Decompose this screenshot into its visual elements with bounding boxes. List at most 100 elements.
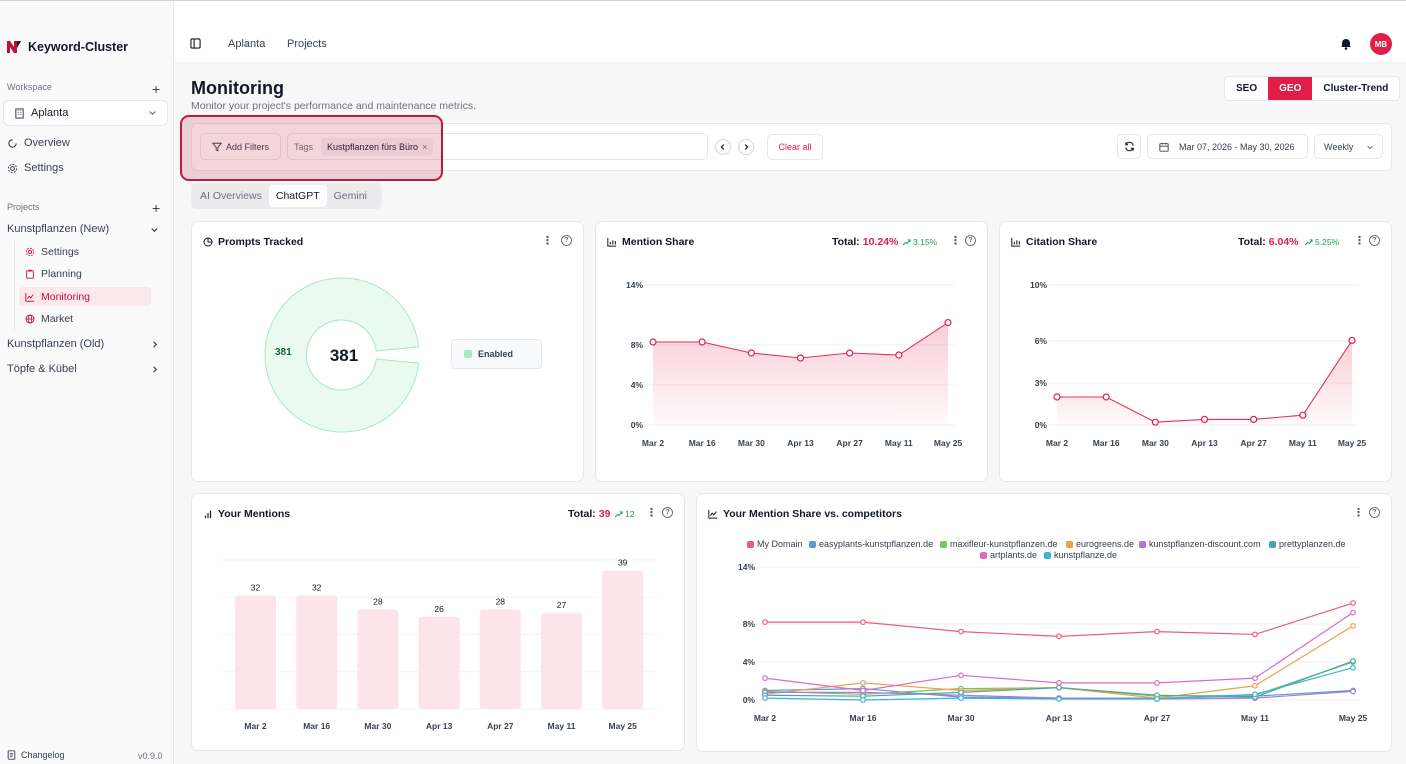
- changelog-link[interactable]: Changelog: [7, 750, 65, 760]
- top-header: Aplanta › Projects MB: [175, 27, 1406, 63]
- more-options-icon[interactable]: ⋮: [542, 235, 553, 247]
- subnav-settings[interactable]: Settings: [19, 242, 151, 261]
- legend-my-domain[interactable]: My Domain: [747, 539, 803, 549]
- mode-cluster-trend-button[interactable]: Cluster-Trend: [1323, 83, 1389, 94]
- help-icon[interactable]: ?: [1369, 507, 1380, 518]
- bar-value-label: 39: [618, 558, 628, 568]
- sidebar-toggle-icon[interactable]: [190, 38, 201, 49]
- bell-icon[interactable]: [1340, 37, 1352, 50]
- legend-prettyplanzen[interactable]: prettyplanzen.de: [1269, 539, 1346, 549]
- legend-easyplants[interactable]: easyplants-kunstpflanzen.de: [809, 539, 933, 549]
- data-point: [1056, 633, 1062, 640]
- your-mentions-total: Total: 39: [568, 508, 610, 520]
- legend-swatch: [1269, 540, 1276, 548]
- avatar[interactable]: MB: [1370, 33, 1392, 55]
- tab-chatgpt[interactable]: ChatGPT: [268, 185, 327, 207]
- x-tick-label: Apr 27: [487, 721, 514, 731]
- data-point: [1350, 622, 1356, 629]
- interval-value: Weekly: [1324, 141, 1354, 152]
- signal-bars-icon: [204, 510, 212, 519]
- project-kunstpflanzen-new[interactable]: Kunstpflanzen (New): [7, 223, 165, 235]
- data-point: [1154, 679, 1160, 686]
- legend-eurogreens[interactable]: eurogreens.de: [1066, 539, 1134, 549]
- project-kunstpflanzen-old[interactable]: Kunstpflanzen (Old): [7, 338, 165, 350]
- y-tick-label: 14%: [738, 562, 755, 572]
- scroll-right-button[interactable]: [738, 139, 754, 155]
- legend-enabled[interactable]: Enabled: [451, 339, 542, 369]
- brand[interactable]: Keyword-Cluster: [6, 39, 128, 55]
- help-icon[interactable]: ?: [662, 507, 673, 518]
- workspace-select[interactable]: Aplanta: [3, 100, 168, 126]
- card-title: Your Mention Share vs. competitors: [708, 508, 902, 520]
- legend-kunstpflanze[interactable]: kunstpflanze.de: [1044, 550, 1117, 560]
- workspace-label: Workspace: [7, 82, 52, 92]
- legend-artplants[interactable]: artplants.de: [980, 550, 1037, 560]
- add-filters-button[interactable]: Add Filters: [200, 133, 281, 160]
- logo-icon: [7, 41, 21, 53]
- tab-ai-overviews[interactable]: AI Overviews: [200, 190, 262, 202]
- legend-kunstpflanzen-discount[interactable]: kunstpflanzen-discount.com: [1139, 539, 1261, 549]
- subnav-planning[interactable]: Planning: [19, 264, 151, 283]
- subnav-monitoring[interactable]: Monitoring: [19, 287, 151, 306]
- more-options-icon[interactable]: ⋮: [1353, 507, 1364, 519]
- mode-seo-button[interactable]: SEO: [1236, 83, 1258, 94]
- date-range-value: Mar 07, 2026 - May 30, 2026: [1179, 141, 1295, 152]
- prompts-donut: 381 381: [264, 277, 420, 433]
- tab-gemini[interactable]: Gemini: [333, 190, 367, 202]
- mode-geo-button[interactable]: GEO: [1268, 77, 1313, 100]
- more-options-icon[interactable]: ⋮: [950, 235, 961, 247]
- y-tick-label: 3%: [1035, 378, 1048, 388]
- x-tick-label: Mar 2: [1046, 438, 1068, 448]
- tag-chip[interactable]: Kustpflanzen fürs Büro ×: [321, 138, 434, 156]
- data-point: [958, 628, 964, 635]
- more-options-icon[interactable]: ⋮: [646, 507, 657, 519]
- bar-value-label: 26: [434, 604, 444, 614]
- add-workspace-button[interactable]: +: [152, 81, 161, 97]
- date-range-picker[interactable]: Mar 07, 2026 - May 30, 2026: [1147, 134, 1308, 159]
- tags-filter[interactable]: Tags Kustpflanzen fürs Büro ×: [287, 133, 708, 160]
- add-project-button[interactable]: +: [152, 200, 161, 216]
- clipboard-icon: [26, 269, 34, 279]
- legend-swatch: [464, 350, 472, 358]
- breadcrumb-projects[interactable]: Projects: [287, 38, 327, 50]
- data-point: [762, 675, 768, 682]
- bar-value-label: 27: [557, 600, 567, 610]
- x-tick-label: May 25: [934, 438, 963, 448]
- refresh-button[interactable]: [1117, 134, 1141, 159]
- clear-all-button[interactable]: Clear all: [767, 134, 823, 160]
- close-icon[interactable]: ×: [422, 142, 428, 152]
- bar: [479, 609, 521, 709]
- help-icon[interactable]: ?: [561, 235, 572, 246]
- y-tick-label: 4%: [631, 380, 644, 390]
- legend-label: Enabled: [478, 349, 514, 359]
- data-point: [846, 349, 854, 357]
- add-filters-label: Add Filters: [225, 141, 269, 152]
- nav-settings[interactable]: Settings: [7, 162, 64, 174]
- data-point: [1350, 658, 1356, 664]
- globe-icon: [25, 314, 35, 323]
- bar-chart-icon: [607, 237, 617, 247]
- subnav-market[interactable]: Market: [19, 309, 151, 328]
- scroll-left-button[interactable]: [715, 139, 731, 155]
- nav-overview[interactable]: Overview: [7, 137, 70, 149]
- x-tick-label: Apr 27: [836, 438, 863, 448]
- breadcrumb-workspace[interactable]: Aplanta: [228, 38, 266, 50]
- competitors-card: Your Mention Share vs. competitors ⋮ ? M…: [696, 493, 1392, 752]
- interval-select[interactable]: Weekly: [1314, 134, 1383, 159]
- chevron-right-icon: [744, 144, 749, 150]
- legend-maxifleur[interactable]: maxifleur-kunstpflanzen.de: [940, 539, 1058, 549]
- legend-label: eurogreens.de: [1076, 539, 1135, 549]
- data-point: [762, 619, 768, 626]
- project-topfe-kubel[interactable]: Töpfe & Kübel: [7, 363, 165, 375]
- legend-label: artplants.de: [990, 550, 1038, 560]
- x-tick-label: Apr 13: [1191, 438, 1218, 448]
- building-icon: [15, 107, 24, 119]
- data-point: [1350, 600, 1356, 606]
- x-tick-label: Mar 30: [738, 438, 765, 448]
- more-options-icon[interactable]: ⋮: [1354, 235, 1365, 247]
- help-icon[interactable]: ?: [965, 235, 976, 246]
- trend-value: 12: [625, 509, 635, 519]
- trend-badge: 5.25%: [1304, 237, 1339, 247]
- circle-arrow-icon: [8, 138, 17, 148]
- help-icon[interactable]: ?: [1369, 235, 1380, 246]
